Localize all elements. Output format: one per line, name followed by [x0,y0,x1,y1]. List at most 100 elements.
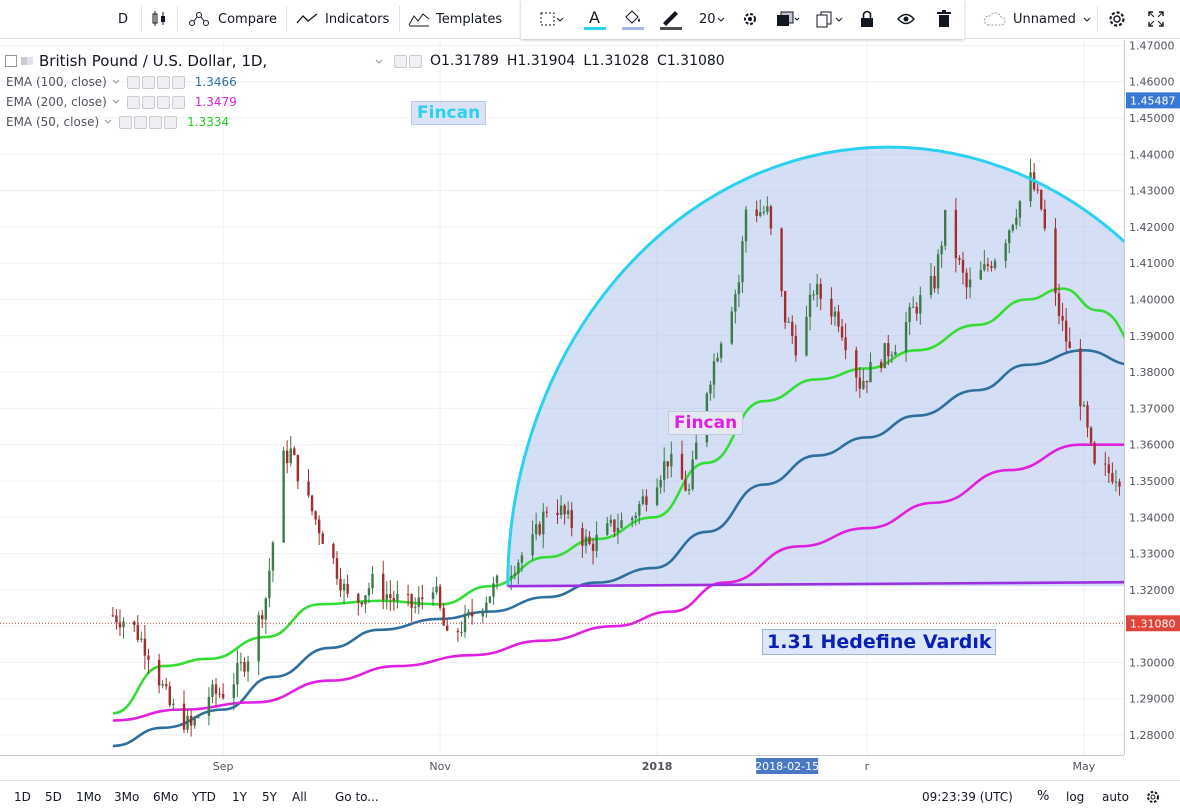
candle-body [271,542,275,571]
templates-button[interactable]: Templates [408,0,502,38]
x-tick-label: Nov [429,760,451,773]
range-button-1mo[interactable]: 1Mo [76,789,102,804]
candle-body [207,697,211,716]
visual-order-icon[interactable] [775,0,801,38]
font-size-value: 20 [699,11,716,27]
cup-fill [507,147,1180,587]
range-button-1y[interactable]: 1Y [232,789,247,804]
clone-icon[interactable] [815,0,845,38]
interval-button[interactable]: D [112,0,134,38]
trash-icon[interactable] [937,0,951,38]
x-tick-label: Sep [213,760,234,773]
neckline [507,580,1180,588]
lock-icon[interactable] [859,0,875,38]
settings-icon[interactable] [141,95,155,109]
candle-body [470,611,474,617]
visibility-icon[interactable] [897,0,915,38]
visibility-icon[interactable] [119,115,133,129]
candle-body [1061,315,1064,321]
cup1-label[interactable]: Fincan [411,101,487,125]
candles-icon[interactable] [150,0,168,38]
legend-ema100[interactable]: EMA (100, close) 1.3466 [6,75,237,89]
candle-body [759,212,762,216]
candle-body [1011,224,1014,231]
ema200-value: 1.3479 [194,95,237,109]
add-icon[interactable] [156,95,170,109]
candle-body [346,583,349,594]
divider [141,6,142,32]
candle-body [855,350,858,378]
candle-body [581,528,584,546]
range-button-ytd[interactable]: YTD [192,789,216,804]
indicators-button[interactable]: Indicators [296,0,389,38]
candle-body [645,496,648,505]
candle-body [591,543,595,552]
visibility-icon[interactable] [126,95,140,109]
range-button-all[interactable]: All [292,789,307,804]
line-color-icon[interactable] [658,0,684,38]
candle-body [1079,348,1082,407]
settings-icon[interactable] [741,0,759,38]
range-button-5y[interactable]: 5Y [262,789,277,804]
candle-body [296,454,300,482]
candle-body [307,481,310,496]
chart-grid [0,40,1124,755]
close-icon[interactable] [171,95,185,109]
close-icon[interactable] [171,75,185,89]
chart-settings-icon[interactable] [1107,0,1127,38]
candle-body [317,519,321,534]
range-button-3mo[interactable]: 3Mo [114,789,140,804]
auto-toggle[interactable]: auto [1102,781,1129,812]
goto-button[interactable]: Go to... [335,781,379,812]
range-button-1d[interactable]: 1D [14,789,31,804]
price-chart[interactable]: 1.280001.290001.300001.310001.320001.330… [0,40,1180,780]
range-button-6mo[interactable]: 6Mo [153,789,179,804]
selection-icon[interactable] [539,0,565,38]
settings-icon[interactable] [409,55,422,68]
font-size-select[interactable]: 20 [699,0,726,38]
price-axis-bg [1124,40,1180,755]
settings-icon[interactable] [134,115,148,129]
percent-toggle[interactable]: % [1037,781,1049,812]
legend-menu[interactable] [374,55,424,68]
candle-body [421,597,424,600]
candle-body [143,638,147,656]
candle-body [357,593,360,603]
layout-save-button[interactable]: Unnamed [982,0,1092,38]
visibility-icon[interactable] [394,55,407,68]
candle-body [936,254,940,289]
axis-settings-icon[interactable] [1145,781,1161,812]
legend-ema200[interactable]: EMA (200, close) 1.3479 [6,95,237,109]
candle-body [435,586,438,593]
templates-icon [408,13,430,27]
visibility-icon[interactable] [126,75,140,89]
candle-body [506,575,509,578]
close-icon[interactable] [164,115,178,129]
settings-icon[interactable] [141,75,155,89]
legend-ema50[interactable]: EMA (50, close) 1.3334 [6,115,229,129]
log-toggle[interactable]: log [1066,781,1084,812]
y-tick-label: 1.46000 [1129,76,1175,89]
add-icon[interactable] [149,115,163,129]
compare-button[interactable]: Compare [188,0,277,38]
collapse-icon[interactable] [5,55,17,67]
candle-body [406,593,410,595]
y-tick-label: 1.38000 [1129,366,1175,379]
chevron-down-icon [1083,17,1091,22]
y-tick-label: 1.44000 [1129,148,1175,161]
add-icon[interactable] [156,75,170,89]
range-button-5d[interactable]: 5D [45,789,62,804]
cup2-label[interactable]: Fincan [668,411,744,435]
y-tick-label: 1.39000 [1129,330,1175,343]
candle-body [719,343,723,358]
ema100-value: 1.3466 [194,75,237,89]
candle-body [513,573,517,576]
fullscreen-icon[interactable] [1147,0,1165,38]
candle-body [488,596,492,603]
candle-body [211,684,214,698]
candle-body [783,291,787,323]
candle-body [1082,405,1086,407]
text-color-icon[interactable]: A [582,0,608,38]
target-label[interactable]: 1.31 Hedefine Vardık [762,629,997,655]
fill-color-icon[interactable] [620,0,646,38]
